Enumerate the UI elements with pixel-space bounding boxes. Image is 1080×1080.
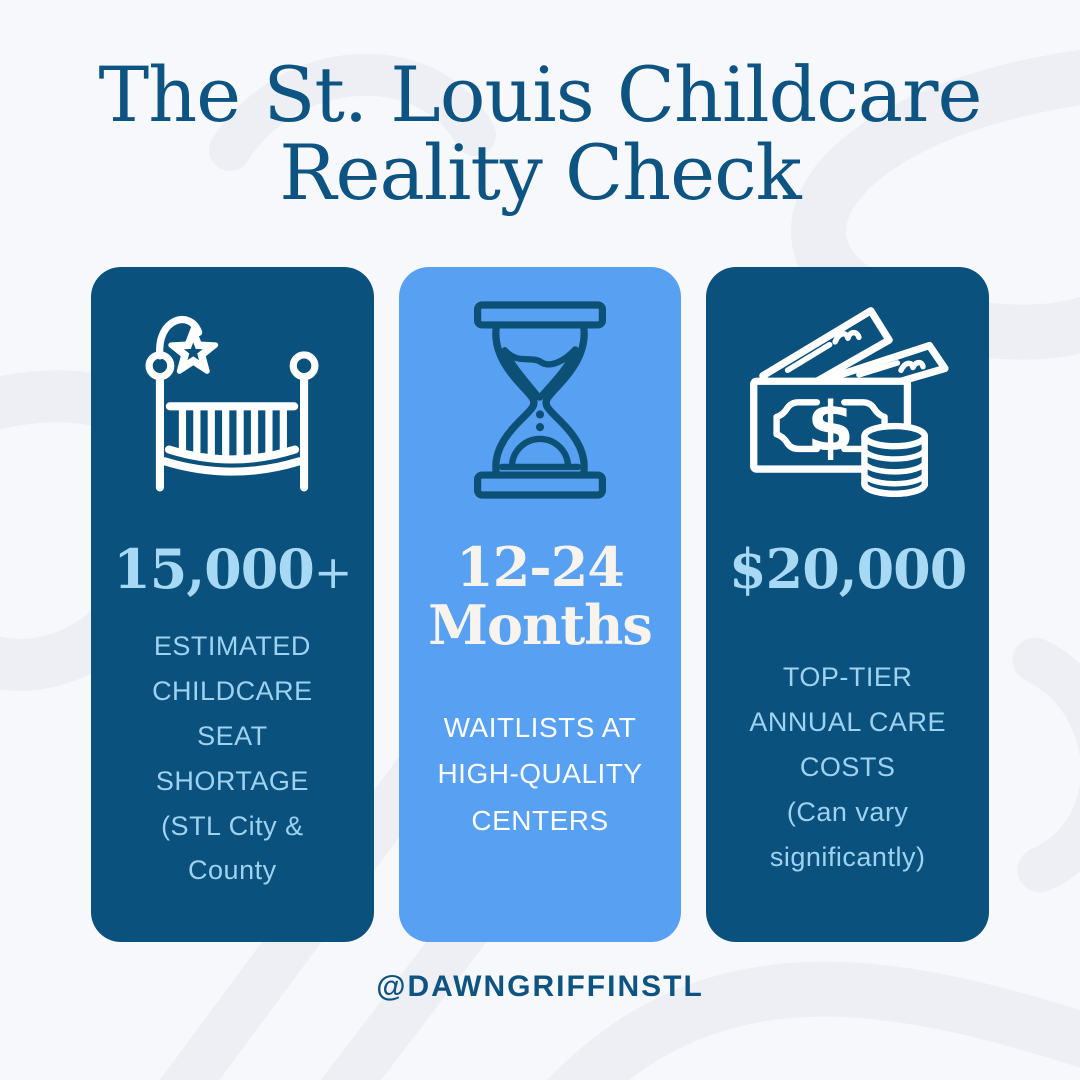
plus-suffix: + — [313, 545, 353, 599]
stat-value: $20,000 — [729, 537, 967, 601]
svg-text:$: $ — [807, 386, 854, 465]
stat-description: ESTIMATED CHILDCARE SEAT SHORTAGE (STL C… — [152, 631, 313, 886]
stat-description: WAITLISTS AT HIGH-QUALITY CENTERS — [437, 711, 643, 836]
hourglass-icon — [445, 297, 635, 502]
stat-value: 15,000+ — [113, 537, 353, 601]
money-icon: $ — [740, 297, 955, 502]
stats-row: 15,000+ ESTIMATED CHILDCARE SEAT SHORTAG… — [91, 267, 990, 942]
stat-number: 15,000 — [113, 537, 315, 601]
stat-description: TOP-TIER ANNUAL CARE COSTS (Can vary sig… — [749, 662, 946, 872]
card-seat-shortage: 15,000+ ESTIMATED CHILDCARE SEAT SHORTAG… — [91, 267, 374, 942]
page-title: The St. Louis Childcare Reality Check — [98, 50, 983, 218]
social-handle: @DAWNGRIFFINSTL — [376, 970, 704, 1003]
card-costs: $ $20,000 TOP-TIER ANNUAL CARE COSTS (Ca… — [706, 267, 990, 942]
card-waitlists: 12-24 Months WAITLISTS AT HIGH-QUALITY C… — [398, 267, 682, 942]
crib-icon — [131, 297, 333, 502]
stat-value: 12-24 Months — [428, 535, 653, 658]
